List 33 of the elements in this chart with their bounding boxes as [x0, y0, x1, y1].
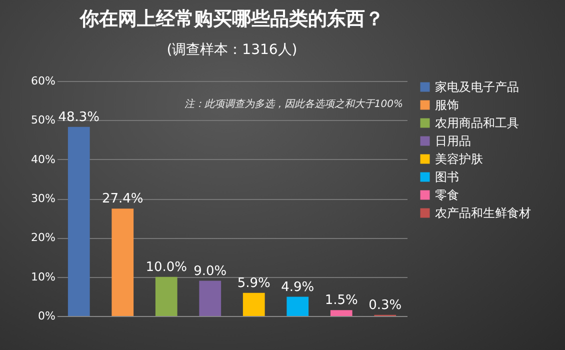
legend-label: 美容护肤	[435, 152, 483, 166]
legend-label: 农用商品和工具	[435, 116, 519, 130]
y-tick-label: 60%	[31, 74, 56, 88]
legend-label: 图书	[435, 170, 459, 184]
annotation: 注：此项调查为多选，因此各选项之和大于100%	[184, 98, 403, 110]
bar	[155, 276, 178, 316]
data-label: 0.3%	[368, 298, 402, 313]
legend-label: 服饰	[435, 98, 459, 112]
bar	[330, 310, 352, 316]
bar	[286, 296, 309, 316]
data-label: 48.3%	[58, 110, 100, 125]
y-tick-label: 0%	[38, 310, 56, 322]
chart-title: 你在网上经常购买哪些品类的东西？	[79, 8, 384, 30]
data-label: 9.0%	[194, 264, 227, 279]
legend-label: 家电及电子产品	[435, 80, 519, 94]
data-label: 5.9%	[237, 276, 270, 291]
bar	[199, 280, 222, 316]
y-tick-label: 20%	[31, 231, 56, 244]
legend-label: 农产品和生鲜食材	[435, 206, 531, 220]
y-tick-label: 10%	[31, 270, 56, 284]
y-tick-label: 30%	[31, 192, 56, 205]
data-label: 4.9%	[281, 280, 314, 295]
data-label: 1.5%	[324, 293, 358, 308]
y-tick-label: 40%	[31, 152, 56, 166]
data-label: 10.0%	[146, 260, 188, 275]
bar	[242, 292, 265, 316]
legend-label: 零食	[435, 188, 459, 202]
legend-label: 日用品	[435, 134, 471, 148]
bar	[112, 208, 134, 316]
bar	[68, 126, 90, 316]
data-label: 27.4%	[102, 192, 144, 207]
chart-subtitle: (调查样本：1316人)	[166, 42, 298, 58]
y-tick-label: 50%	[31, 114, 56, 127]
